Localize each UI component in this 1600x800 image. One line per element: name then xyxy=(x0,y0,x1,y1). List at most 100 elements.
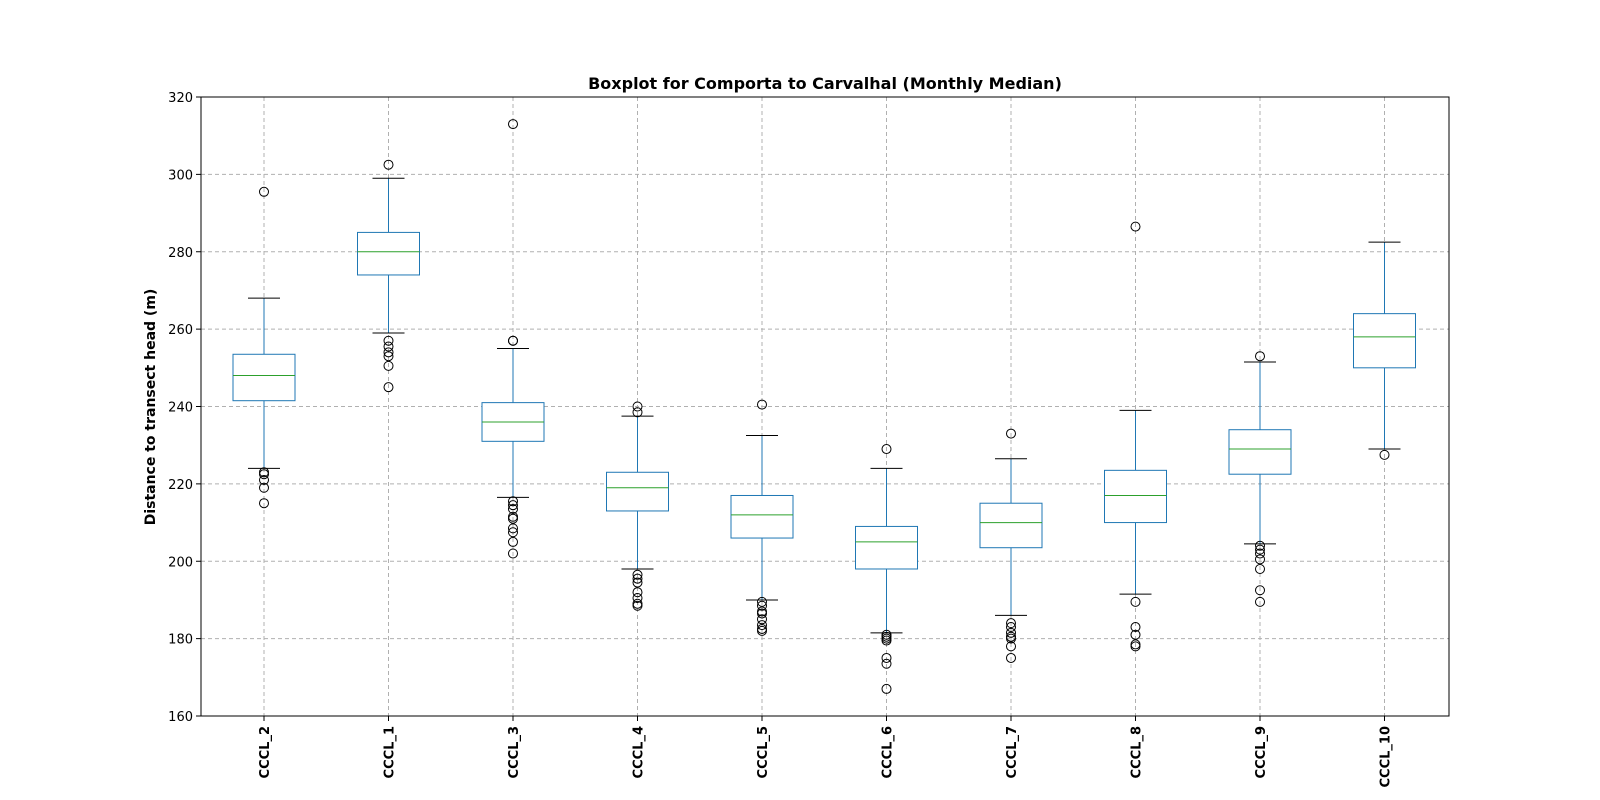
x-tick-label: CCCL_10 xyxy=(1379,726,1394,788)
flier-point xyxy=(1379,449,1390,460)
x-tick-label: CCCL_5 xyxy=(756,726,771,778)
flier-point xyxy=(1255,540,1265,551)
flier-point xyxy=(383,382,394,393)
flier-point xyxy=(632,401,643,412)
y-tick-label: 280 xyxy=(168,246,193,261)
iqr-box xyxy=(730,494,794,539)
y-axis-label: Distance to transect head (m) xyxy=(143,289,159,526)
flier-point xyxy=(1006,633,1016,644)
flier-point xyxy=(1255,563,1265,574)
box-group xyxy=(979,428,1043,663)
x-tick-label: CCCL_1 xyxy=(383,726,398,778)
flier-point xyxy=(508,504,518,515)
iqr-box xyxy=(1353,313,1416,369)
flier-point xyxy=(508,548,518,559)
flier-point xyxy=(508,536,518,547)
flier-point xyxy=(757,620,767,631)
boxplot-series xyxy=(232,119,1416,694)
flier-point xyxy=(259,469,269,480)
y-tick-label: 300 xyxy=(168,168,193,183)
box-group xyxy=(1228,351,1292,607)
flier-point xyxy=(1006,641,1016,652)
flier-point xyxy=(1130,221,1141,232)
flier-point xyxy=(383,347,394,358)
flier-point xyxy=(259,482,269,493)
y-axis-ticks: 160 180 200 220 240 260 280 300 320 xyxy=(168,91,201,725)
x-tick-label: CCCL_6 xyxy=(881,726,896,778)
flier-point xyxy=(383,341,394,352)
y-tick-label: 200 xyxy=(168,555,193,570)
flier-point xyxy=(1255,554,1265,565)
iqr-box xyxy=(1104,469,1167,524)
flier-point xyxy=(259,475,269,486)
chart-title: Boxplot for Comporta to Carvalhal (Month… xyxy=(588,74,1062,93)
flier-point xyxy=(508,500,518,511)
flier-point xyxy=(1255,351,1265,362)
flier-point xyxy=(508,513,518,524)
x-tick-label: CCCL_4 xyxy=(632,726,647,778)
iqr-box xyxy=(855,525,918,570)
flier-point xyxy=(383,335,394,346)
y-tick-label: 320 xyxy=(168,91,193,106)
flier-point xyxy=(757,625,767,636)
flier-point xyxy=(508,523,518,534)
flier-point xyxy=(1006,618,1016,629)
flier-point xyxy=(1255,596,1265,607)
iqr-box xyxy=(1228,429,1292,475)
y-tick-label: 240 xyxy=(168,401,193,416)
iqr-box xyxy=(357,231,420,276)
y-tick-label: 260 xyxy=(168,323,193,338)
box-group xyxy=(730,399,794,636)
box-group xyxy=(481,119,545,559)
box-group xyxy=(232,186,296,509)
y-tick-label: 180 xyxy=(168,633,193,648)
flier-point xyxy=(1130,622,1141,633)
iqr-box xyxy=(979,502,1043,549)
box-group xyxy=(1104,221,1167,652)
flier-point xyxy=(632,407,643,418)
flier-point xyxy=(1006,622,1016,633)
x-tick-label: CCCL_3 xyxy=(507,726,522,778)
x-axis-ticks: CCCL_2 CCCL_1 CCCL_3 CCCL_4 CCCL_5 CCCL_6 CCCL… xyxy=(258,716,1394,788)
flier-point xyxy=(632,593,643,604)
flier-point xyxy=(383,351,394,362)
box-group xyxy=(357,159,420,393)
flier-point xyxy=(632,600,643,611)
flier-point xyxy=(508,527,518,538)
flier-point xyxy=(881,658,892,669)
flier-point xyxy=(1006,627,1016,638)
flier-point xyxy=(1130,596,1141,607)
flier-point xyxy=(259,498,269,509)
flier-point xyxy=(757,614,767,625)
flier-point xyxy=(632,573,643,584)
flier-point xyxy=(383,360,394,371)
iqr-box xyxy=(232,353,296,402)
y-tick-label: 160 xyxy=(168,710,193,725)
flier-point xyxy=(1255,544,1265,555)
flier-point xyxy=(508,496,518,507)
flier-point xyxy=(881,444,892,455)
flier-point xyxy=(1130,641,1141,652)
flier-point xyxy=(259,186,269,197)
flier-point xyxy=(632,577,643,588)
flier-point xyxy=(383,159,394,170)
flier-point xyxy=(508,335,518,346)
flier-point xyxy=(881,635,892,646)
flier-point xyxy=(632,569,643,580)
x-tick-label: CCCL_7 xyxy=(1005,726,1020,778)
x-tick-label: CCCL_2 xyxy=(258,726,273,778)
flier-point xyxy=(1006,652,1016,663)
box-group xyxy=(855,444,918,694)
box-group xyxy=(1353,241,1416,460)
x-tick-label: CCCL_9 xyxy=(1254,726,1269,778)
flier-point xyxy=(1130,629,1141,640)
flier-point xyxy=(757,596,767,607)
flier-point xyxy=(508,119,518,130)
flier-point xyxy=(757,600,767,611)
flier-point xyxy=(881,652,892,663)
flier-point xyxy=(757,399,767,410)
flier-point xyxy=(632,587,643,598)
flier-point xyxy=(757,608,767,619)
flier-point xyxy=(1255,585,1265,596)
